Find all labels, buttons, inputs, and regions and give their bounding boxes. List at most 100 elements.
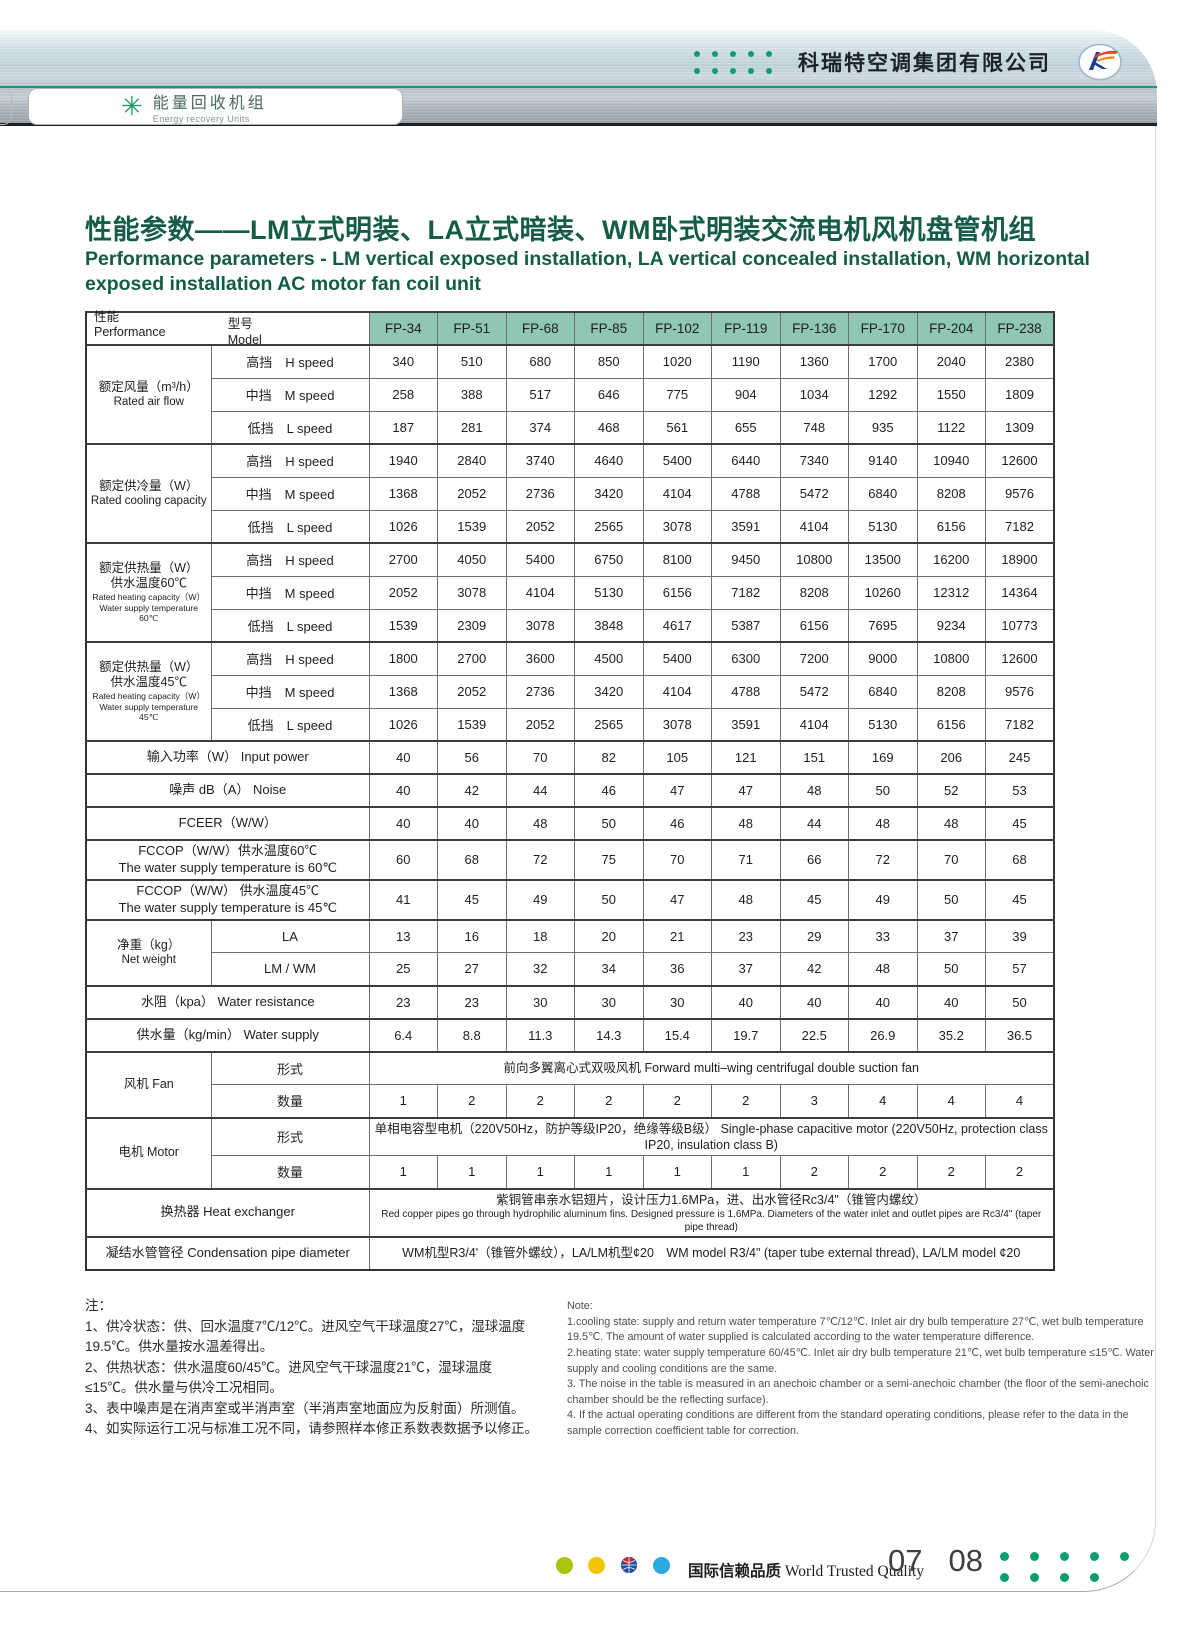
performance-spec-table: 型号 Model 性能 Performance FP-34 FP-51 FP-68 FP-85… — [85, 309, 1055, 1271]
value-cell: 82 — [574, 740, 644, 775]
sub-label-cell: 低挡 L speed — [210, 608, 370, 643]
value-cell: 4050 — [437, 542, 507, 577]
value-cell: 16 — [437, 918, 507, 954]
value-cell: 20 — [574, 918, 644, 954]
value-cell: 9000 — [848, 641, 918, 676]
value-cell: 36 — [642, 952, 712, 987]
group-label-cell: 额定供冷量（W） Rated cooling capacity — [85, 443, 212, 544]
value-cell: 6156 — [779, 608, 849, 643]
value-cell: 40 — [848, 984, 918, 1020]
value-cell: 6840 — [848, 674, 918, 709]
value-cell: 775 — [642, 377, 712, 412]
note-line: 4. If the actual operating conditions ar… — [567, 1409, 1129, 1438]
table-row: 低挡 L speed 1539 2309 3078 3848 4617 5387 6156 76… — [86, 608, 1055, 643]
value-cell: 10260 — [848, 575, 918, 610]
value-cell: 60 — [368, 839, 438, 881]
value-cell: 36.5 — [985, 1017, 1055, 1053]
table-row: 额定风量（m³/h） Rated air flow 高挡 H speed 340 510… — [85, 344, 1055, 445]
value-cell: 48 — [848, 806, 918, 841]
value-cell: 29 — [779, 918, 849, 954]
value-cell: 33 — [848, 918, 918, 954]
value-cell: 9450 — [711, 542, 781, 577]
sub-label-cell: 中挡 M speed — [210, 575, 370, 610]
value-cell: 8208 — [779, 575, 849, 610]
value-cell: 1 — [505, 1155, 575, 1190]
notes-english: Note: 1.cooling state: supply and return … — [567, 1296, 1157, 1440]
row-label-cell: 凝结水管管径 Condensation pipe diameter — [85, 1235, 370, 1271]
quality-slogan: 国际信赖品质 World Trusted Quality — [688, 1559, 924, 1581]
value-cell: 5400 — [505, 542, 575, 577]
value-cell: 4 — [985, 1084, 1055, 1119]
group-label-cell: 额定风量（m³/h） Rated air flow — [85, 344, 212, 445]
value-cell: 2736 — [505, 674, 575, 709]
value-cell: 3600 — [505, 641, 575, 676]
value-cell: 4788 — [711, 476, 781, 511]
value-cell: 25 — [368, 952, 438, 987]
value-cell: 48 — [779, 773, 849, 808]
value-cell: 45 — [985, 806, 1055, 841]
value-cell: 2052 — [368, 575, 438, 610]
value-cell: 3078 — [642, 707, 712, 742]
value-cell: 2736 — [505, 476, 575, 511]
value-cell: 1026 — [368, 707, 438, 742]
value-cell: 2 — [779, 1155, 849, 1190]
value-cell: 646 — [574, 377, 644, 412]
value-cell: 1309 — [985, 410, 1055, 445]
value-cell: 5387 — [711, 608, 781, 643]
table-row: 额定供热量（W） 供水温度45℃ Rated heating capacity（W）… — [85, 641, 1055, 742]
note-line: 1.cooling state: supply and return water… — [567, 1315, 1144, 1344]
quality-slogan-zh: 国际信赖品质 — [688, 1563, 782, 1580]
tab-title: 能量回收机组 — [152, 95, 267, 112]
value-cell: 561 — [642, 410, 712, 445]
model-header-cell: FP-170 — [848, 311, 918, 346]
value-cell: 2565 — [574, 707, 644, 742]
group-label-cell: 电机 Motor — [85, 1116, 212, 1190]
value-cell: 121 — [711, 740, 781, 775]
value-cell: 10800 — [779, 542, 849, 577]
olive-dot-icon — [556, 1556, 573, 1574]
table-row: 供水量（kg/min） Water supply 6.4 8.8 11.3 14.3 15… — [85, 1017, 1055, 1053]
value-cell: 1292 — [848, 377, 918, 412]
note-line: 2、供热状态：供水温度60/45℃。进风空气干球温度21℃，湿球温度≤15℃。供… — [85, 1359, 493, 1396]
value-cell: 1539 — [368, 608, 438, 643]
value-cell: 48 — [711, 806, 781, 841]
value-cell: 50 — [916, 878, 986, 921]
table-row: 数量 1 1 1 1 1 1 2 2 2 2 — [86, 1155, 1055, 1190]
table-row: FCCOP（W/W）供水温度60℃ The water supply temper… — [85, 839, 1055, 881]
value-cell: 14.3 — [574, 1017, 644, 1053]
value-cell: 1368 — [368, 674, 438, 709]
value-cell: 2309 — [437, 608, 507, 643]
table-row: FCEER（W/W） 40 40 48 50 46 48 44 48 48 45 — [85, 806, 1055, 841]
value-cell: 9140 — [848, 443, 918, 478]
row-label-cell: FCEER（W/W） — [85, 806, 370, 841]
value-cell: 68 — [985, 839, 1055, 881]
row-label-cell: 供水量（kg/min） Water supply — [85, 1017, 370, 1053]
value-cell: 40 — [711, 984, 781, 1020]
value-cell: 1360 — [779, 344, 849, 379]
table-row: 低挡 L speed 1026 1539 2052 2565 3078 3591 4104 51… — [86, 509, 1055, 544]
value-cell: 75 — [574, 839, 644, 881]
value-cell: 32 — [505, 952, 575, 987]
value-cell: 23 — [368, 984, 438, 1020]
value-cell: 11.3 — [505, 1017, 575, 1053]
value-cell: 56 — [437, 740, 507, 775]
value-cell: 3420 — [574, 476, 644, 511]
value-cell: 7340 — [779, 443, 849, 478]
sub-label-cell: 形式 — [210, 1116, 370, 1157]
value-cell: 40 — [368, 740, 438, 775]
blue-dot-icon — [653, 1556, 670, 1574]
sub-label-cell: 中挡 M speed — [210, 377, 370, 412]
value-cell: 34 — [574, 952, 644, 987]
corner-performance-label: 性能 Performance — [94, 309, 166, 340]
row-label-cell: 水阻（kpa） Water resistance — [85, 984, 370, 1020]
value-cell: 72 — [505, 839, 575, 881]
value-cell: 49 — [505, 878, 575, 921]
value-cell: 13500 — [848, 542, 918, 577]
value-cell: 2052 — [437, 476, 507, 511]
row-label-cell: 噪声 dB（A） Noise — [85, 773, 370, 808]
value-cell: 748 — [779, 410, 849, 445]
value-cell: 5472 — [779, 674, 849, 709]
table-row: 噪声 dB（A） Noise 40 42 44 46 47 47 48 50 52 53 — [85, 773, 1055, 808]
value-cell: 23 — [711, 918, 781, 954]
value-cell: 3740 — [505, 443, 575, 478]
